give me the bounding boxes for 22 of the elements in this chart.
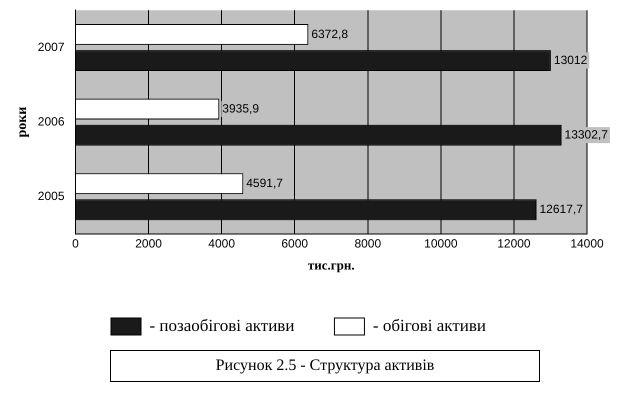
- data-label: 6372,8: [311, 26, 348, 41]
- x-tick-label: 4000: [208, 236, 236, 251]
- x-tick-label: 14000: [570, 236, 604, 251]
- x-tick-label: 10000: [424, 236, 458, 251]
- x-tick-label: 12000: [497, 236, 531, 251]
- y-tick-label: 2007: [38, 40, 65, 54]
- data-label: 12617,7: [539, 202, 584, 216]
- y-axis-title: роки: [15, 106, 30, 138]
- legend-label: - позаобігові активи: [150, 316, 294, 335]
- x-tick-label: 6000: [281, 236, 308, 251]
- y-tick-label: 2005: [38, 189, 65, 204]
- x-axis-title: тис.грн.: [308, 258, 355, 273]
- data-label: 3935,9: [222, 101, 260, 116]
- x-tick-label: 0: [72, 236, 80, 251]
- data-label: 4591,7: [246, 176, 284, 190]
- data-label: 13302,7: [564, 127, 608, 142]
- x-tick-label: 8000: [354, 236, 382, 251]
- x-tick-label: 2000: [135, 236, 162, 251]
- text: Рисунок 2.5 - Структура активів: [110, 350, 540, 382]
- data-label: 13012: [554, 52, 588, 67]
- legend-label: - обігові активи: [372, 316, 486, 335]
- y-tick-label: 2006: [38, 114, 65, 128]
